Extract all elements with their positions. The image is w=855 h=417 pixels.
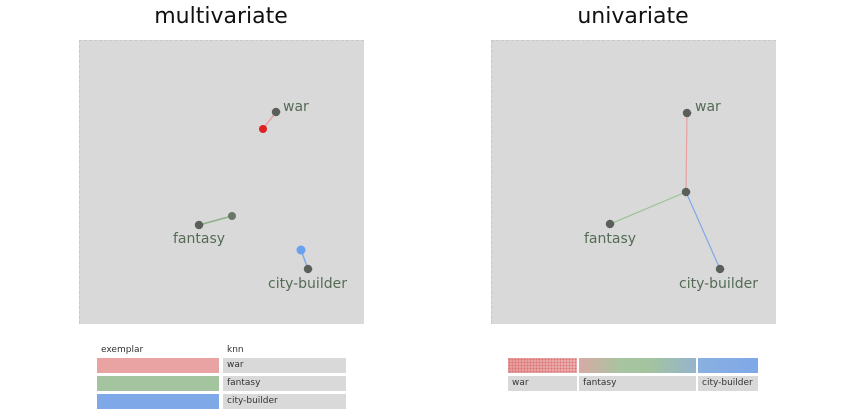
war-exemplar-point: [259, 125, 267, 133]
legend-label-war: war: [223, 358, 346, 373]
multivariate-svg: war fantasy city-builder: [173, 99, 347, 292]
legend-swatch-fantasy: [97, 376, 219, 391]
legend-label-fantasy: fantasy: [223, 376, 346, 391]
war-edge: [685, 112, 688, 193]
legend-swatch-city-builder: [97, 394, 219, 409]
fantasy-label: fantasy: [173, 231, 225, 247]
fantasy-exemplar-point: [228, 212, 236, 220]
fantasy-label: fantasy: [584, 231, 636, 247]
legend-label-city-builder: city-builder: [223, 394, 346, 409]
univariate-title: univariate: [577, 4, 689, 29]
univariate-label-fantasy: fantasy: [579, 376, 696, 391]
univariate-label-war: war: [508, 376, 577, 391]
war-label: war: [283, 99, 309, 115]
city-builder-edge: [685, 191, 721, 270]
multivariate-plot: war fantasy city-builder: [79, 40, 364, 324]
city-builder-node: [303, 264, 313, 274]
city-builder-label: city-builder: [268, 276, 347, 292]
war-node: [271, 107, 281, 117]
fantasy-node: [605, 219, 615, 229]
univariate-swatch-war: [508, 358, 577, 373]
war-node: [682, 108, 692, 118]
city-builder-node: [715, 264, 725, 274]
legend-swatch-war: [97, 358, 219, 373]
univariate-plot: war fantasy city-builder: [491, 40, 776, 324]
war-label: war: [695, 99, 721, 115]
univariate-label-city-builder: city-builder: [698, 376, 758, 391]
fantasy-node: [194, 220, 204, 230]
univariate-swatch-fantasy: [579, 358, 696, 373]
legend-header-exemplar: exemplar: [101, 345, 144, 355]
fantasy-edge: [609, 191, 687, 225]
univariate-svg: war fantasy city-builder: [584, 99, 758, 292]
legend-header-knn: knn: [227, 345, 244, 355]
fantasy-edge: [198, 215, 233, 226]
multivariate-title: multivariate: [154, 4, 288, 29]
center-point: [681, 187, 691, 197]
city-builder-exemplar-point: [296, 245, 306, 255]
univariate-swatch-city-builder: [698, 358, 758, 373]
city-builder-label: city-builder: [679, 276, 758, 292]
